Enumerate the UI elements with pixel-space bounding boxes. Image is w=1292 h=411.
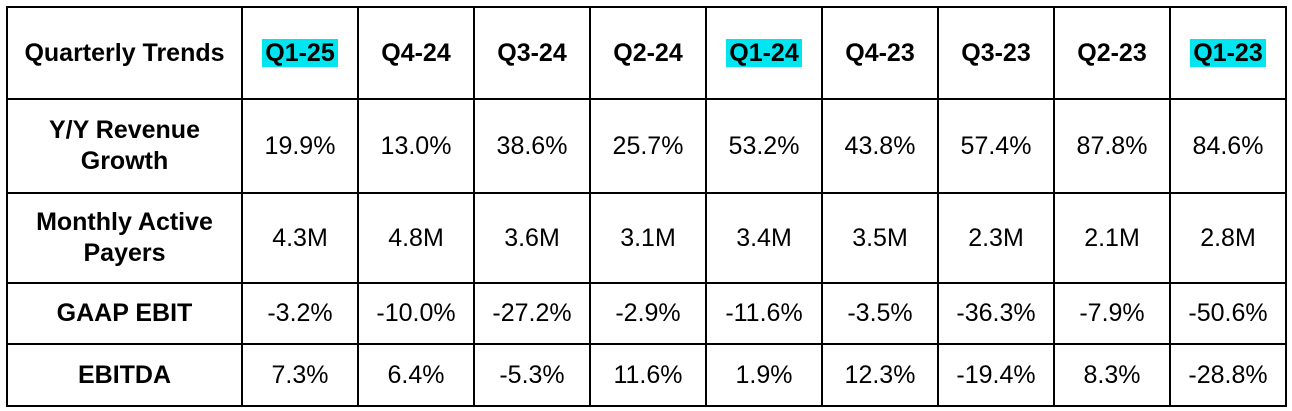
value-cell: 3.1M [589, 192, 707, 284]
quarter-label: Q2-23 [1077, 38, 1147, 67]
row-label-cell: EBITDA [6, 343, 243, 407]
corner-header-cell: Quarterly Trends [6, 6, 243, 100]
quarter-label: Q1-25 [262, 38, 338, 67]
row-label-cell: GAAP EBIT [6, 282, 243, 345]
value-cell: -50.6% [1169, 282, 1287, 345]
quarter-label: Q3-24 [497, 38, 567, 67]
value-cell: -19.4% [937, 343, 1055, 407]
value-cell: 13.0% [357, 98, 475, 194]
table-row: Monthly Active Payers 4.3M 4.8M 3.6M 3.1… [6, 192, 1287, 284]
value-cell: 2.3M [937, 192, 1055, 284]
value-cell: 6.4% [357, 343, 475, 407]
value-cell: 8.3% [1053, 343, 1171, 407]
quarter-header-cell: Q3-23 [937, 6, 1055, 100]
quarterly-trends-table-container: Quarterly Trends Q1-25 Q4-24 Q3-24 Q2-24… [6, 6, 1287, 407]
value-cell: 43.8% [821, 98, 939, 194]
value-cell: 57.4% [937, 98, 1055, 194]
value-cell: -5.3% [473, 343, 591, 407]
value-cell: -10.0% [357, 282, 475, 345]
quarter-header-cell: Q3-24 [473, 6, 591, 100]
value-cell: -28.8% [1169, 343, 1287, 407]
value-cell: -27.2% [473, 282, 591, 345]
quarter-label: Q1-24 [726, 38, 802, 67]
row-label-cell: Monthly Active Payers [6, 192, 243, 284]
value-cell: 4.3M [241, 192, 359, 284]
value-cell: 53.2% [705, 98, 823, 194]
value-cell: -36.3% [937, 282, 1055, 345]
quarter-header-cell: Q1-24 [705, 6, 823, 100]
quarter-header-cell: Q2-24 [589, 6, 707, 100]
quarter-header-cell: Q1-25 [241, 6, 359, 100]
header-row: Quarterly Trends Q1-25 Q4-24 Q3-24 Q2-24… [6, 6, 1287, 100]
value-cell: -7.9% [1053, 282, 1171, 345]
value-cell: 38.6% [473, 98, 591, 194]
quarter-label: Q3-23 [961, 38, 1031, 67]
value-cell: -3.5% [821, 282, 939, 345]
corner-label: Quarterly Trends [24, 38, 225, 67]
quarter-label: Q4-23 [845, 38, 915, 67]
value-cell: 87.8% [1053, 98, 1171, 194]
quarter-label: Q1-23 [1190, 38, 1266, 67]
quarter-header-cell: Q4-24 [357, 6, 475, 100]
value-cell: -11.6% [705, 282, 823, 345]
value-cell: 25.7% [589, 98, 707, 194]
value-cell: 3.5M [821, 192, 939, 284]
table-row: GAAP EBIT -3.2% -10.0% -27.2% -2.9% -11.… [6, 282, 1287, 345]
value-cell: -3.2% [241, 282, 359, 345]
value-cell: 4.8M [357, 192, 475, 284]
value-cell: -2.9% [589, 282, 707, 345]
quarter-header-cell: Q1-23 [1169, 6, 1287, 100]
table-row: Y/Y Revenue Growth 19.9% 13.0% 38.6% 25.… [6, 98, 1287, 194]
quarterly-trends-table: Quarterly Trends Q1-25 Q4-24 Q3-24 Q2-24… [6, 6, 1287, 407]
quarter-label: Q4-24 [381, 38, 451, 67]
quarter-label: Q2-24 [613, 38, 683, 67]
value-cell: 19.9% [241, 98, 359, 194]
quarter-header-cell: Q2-23 [1053, 6, 1171, 100]
value-cell: 2.1M [1053, 192, 1171, 284]
value-cell: 2.8M [1169, 192, 1287, 284]
row-label-cell: Y/Y Revenue Growth [6, 98, 243, 194]
value-cell: 3.4M [705, 192, 823, 284]
value-cell: 84.6% [1169, 98, 1287, 194]
quarter-header-cell: Q4-23 [821, 6, 939, 100]
value-cell: 7.3% [241, 343, 359, 407]
value-cell: 12.3% [821, 343, 939, 407]
table-row: EBITDA 7.3% 6.4% -5.3% 11.6% 1.9% 12.3% … [6, 343, 1287, 407]
value-cell: 1.9% [705, 343, 823, 407]
value-cell: 3.6M [473, 192, 591, 284]
value-cell: 11.6% [589, 343, 707, 407]
